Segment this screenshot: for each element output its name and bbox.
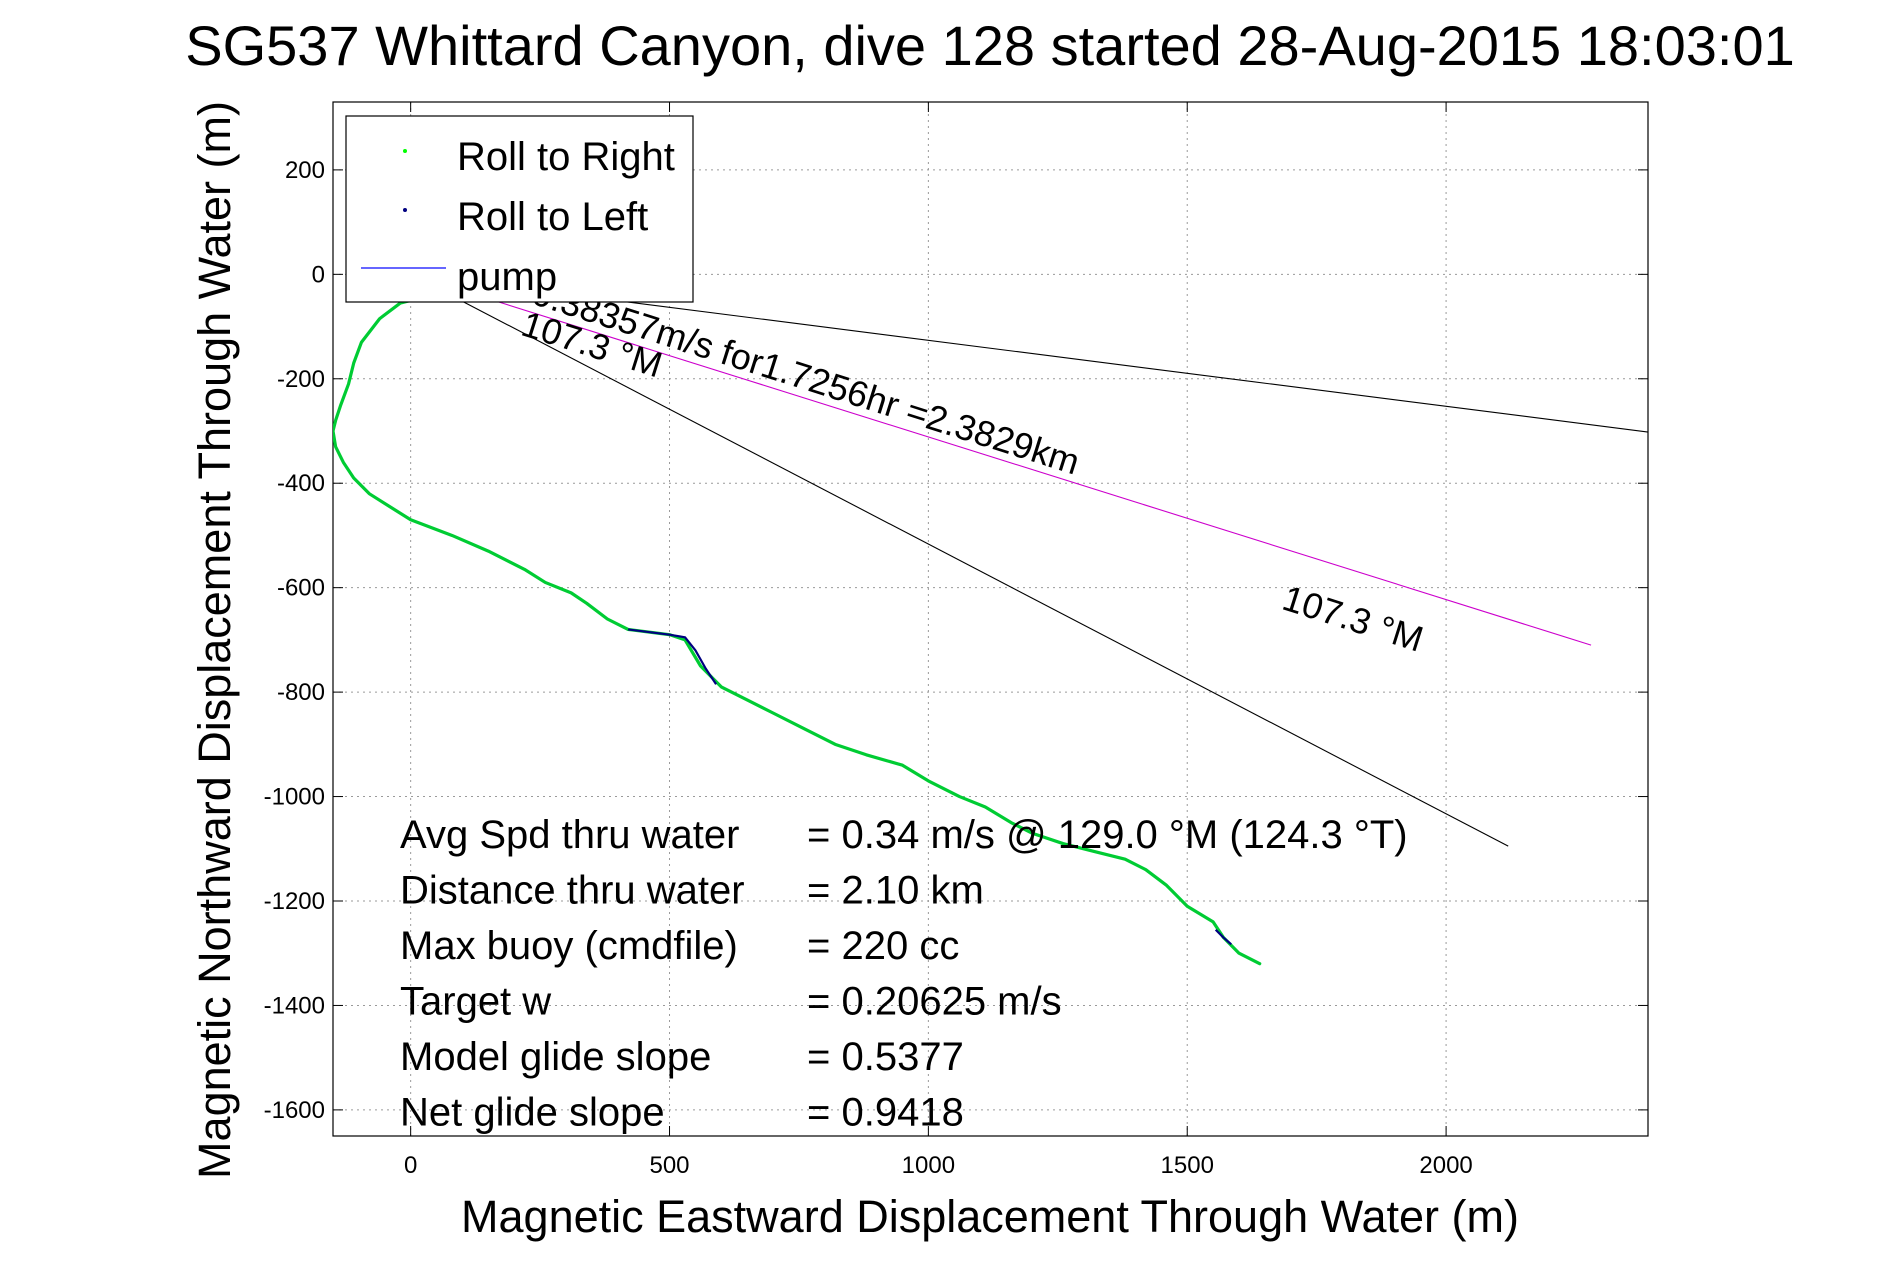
legend-label-roll-right: Roll to Right <box>457 135 675 179</box>
legend-label-roll-left: Roll to Left <box>457 195 648 239</box>
series-roll-to-left-segment <box>1214 928 1232 946</box>
stat-value: = 0.20625 m/s <box>807 980 1062 1024</box>
plot-frame <box>332 101 1649 1137</box>
reference-line-2 <box>410 273 1592 646</box>
stats-block: Avg Spd thru water = 0.34 m/s @ 129.0 °M … <box>400 813 1408 1135</box>
stat-value: = 2.10 km <box>807 869 984 913</box>
y-tick-label: -1600 <box>264 1097 325 1124</box>
x-tick-label: 2000 <box>1419 1152 1472 1179</box>
y-tick-label: -1000 <box>264 784 325 811</box>
stat-label: Distance thru water <box>400 869 745 913</box>
y-tick-label: 0 <box>312 261 325 288</box>
y-axis-label: Magnetic Northward Displacement Through … <box>189 101 240 1179</box>
x-tick-label: 500 <box>649 1152 689 1179</box>
stat-label: Net glide slope <box>400 1091 665 1135</box>
stat-value: = 0.34 m/s @ 129.0 °M (124.3 °T) <box>807 813 1408 857</box>
y-tick-label: -800 <box>277 679 325 706</box>
chart-title: SG537 Whittard Canyon, dive 128 started … <box>185 14 1794 77</box>
y-axis-ticks: 200 0 -200 -400 -600 -800 -1000 -1200 -1400 -1600 <box>264 157 1648 1124</box>
annotation-layer: 0.38357m/s for1.7256hr =2.3829km 107.3 °M… <box>517 272 1428 660</box>
y-tick-label: -600 <box>277 575 325 602</box>
stat-value: = 0.5377 <box>807 1035 964 1079</box>
series-roll-to-right <box>333 298 1262 966</box>
x-axis-label: Magnetic Eastward Displacement Through W… <box>461 1191 1519 1242</box>
grid-lines <box>333 102 1648 1136</box>
series-roll-to-left-segment <box>627 628 718 685</box>
x-axis-ticks: 0 500 1000 1500 2000 <box>404 102 1473 1179</box>
legend: Roll to Right Roll to Left pump <box>345 115 694 303</box>
annotation-text: 107.3 °M <box>1278 577 1428 660</box>
y-tick-label: -400 <box>277 470 325 497</box>
stat-label: Max buoy (cmdfile) <box>400 924 738 968</box>
stat-value: = 0.9418 <box>807 1091 964 1135</box>
reference-line-1 <box>410 273 1509 847</box>
stat-value: = 220 cc <box>807 924 959 968</box>
annotation-text: 0.38357m/s for1.7256hr =2.3829km <box>527 272 1084 483</box>
x-tick-label: 1500 <box>1161 1152 1214 1179</box>
y-tick-label: -200 <box>277 366 325 393</box>
y-tick-label: -1400 <box>264 992 325 1019</box>
x-tick-label: 1000 <box>902 1152 955 1179</box>
legend-marker-roll-left <box>403 208 407 212</box>
y-tick-label: -1200 <box>264 888 325 915</box>
stat-label: Avg Spd thru water <box>400 813 739 857</box>
x-tick-label: 0 <box>404 1152 417 1179</box>
stat-label: Target w <box>400 980 551 1024</box>
legend-label-pump: pump <box>457 255 557 299</box>
data-layer <box>333 273 1648 966</box>
y-tick-label: 200 <box>285 157 325 184</box>
stat-label: Model glide slope <box>400 1035 711 1079</box>
legend-marker-roll-right <box>403 149 407 153</box>
